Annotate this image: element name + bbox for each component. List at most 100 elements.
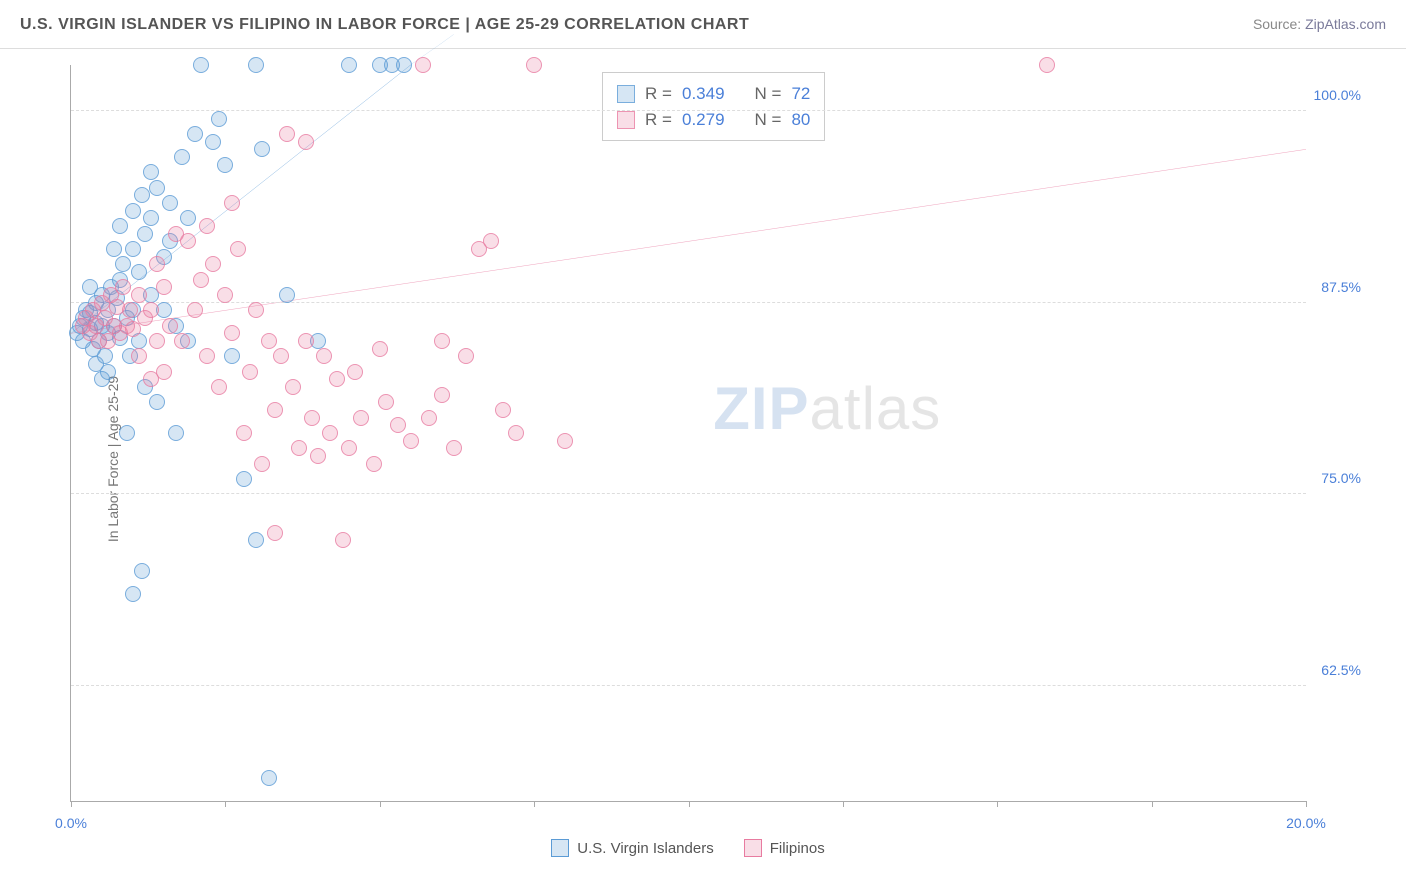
- scatter-point: [242, 364, 258, 380]
- scatter-point: [329, 371, 345, 387]
- x-tick: [843, 801, 844, 807]
- scatter-point: [285, 379, 301, 395]
- x-tick: [225, 801, 226, 807]
- scatter-point: [390, 417, 406, 433]
- scatter-point: [483, 233, 499, 249]
- scatter-point: [149, 180, 165, 196]
- scatter-point: [267, 525, 283, 541]
- scatter-point: [557, 433, 573, 449]
- gridline-horizontal: [71, 493, 1306, 494]
- scatter-point: [458, 348, 474, 364]
- watermark-zip: ZIP: [713, 375, 809, 442]
- scatter-point: [316, 348, 332, 364]
- scatter-point: [137, 226, 153, 242]
- scatter-point: [122, 302, 138, 318]
- scatter-point: [82, 279, 98, 295]
- scatter-point: [115, 256, 131, 272]
- scatter-point: [143, 210, 159, 226]
- scatter-point: [279, 287, 295, 303]
- scatter-point: [115, 279, 131, 295]
- legend-item: U.S. Virgin Islanders: [551, 839, 713, 857]
- scatter-point: [112, 218, 128, 234]
- scatter-point: [372, 341, 388, 357]
- scatter-point: [254, 141, 270, 157]
- scatter-point: [236, 425, 252, 441]
- x-tick: [1306, 801, 1307, 807]
- scatter-point: [125, 586, 141, 602]
- scatter-point: [224, 325, 240, 341]
- scatter-point: [149, 256, 165, 272]
- scatter-point: [526, 57, 542, 73]
- stats-r-value: 0.349: [682, 81, 725, 107]
- stats-legend-box: R =0.349N =72R =0.279N =80: [602, 72, 825, 141]
- scatter-point: [434, 333, 450, 349]
- plot-region: ZIPatlas R =0.349N =72R =0.279N =80 62.5…: [70, 65, 1306, 802]
- scatter-point: [495, 402, 511, 418]
- scatter-point: [230, 241, 246, 257]
- scatter-point: [156, 279, 172, 295]
- scatter-point: [211, 379, 227, 395]
- y-tick-label: 100.0%: [1314, 87, 1361, 103]
- scatter-point: [156, 364, 172, 380]
- x-tick: [689, 801, 690, 807]
- chart-title: U.S. VIRGIN ISLANDER VS FILIPINO IN LABO…: [20, 16, 749, 34]
- scatter-point: [149, 333, 165, 349]
- scatter-point: [205, 134, 221, 150]
- scatter-point: [341, 440, 357, 456]
- scatter-point: [131, 264, 147, 280]
- legend-label: Filipinos: [770, 840, 825, 857]
- scatter-point: [1039, 57, 1055, 73]
- scatter-point: [143, 302, 159, 318]
- scatter-point: [143, 164, 159, 180]
- scatter-point: [298, 134, 314, 150]
- watermark-atlas: atlas: [810, 375, 942, 442]
- scatter-point: [310, 448, 326, 464]
- scatter-point: [261, 770, 277, 786]
- scatter-point: [205, 256, 221, 272]
- scatter-point: [508, 425, 524, 441]
- scatter-point: [174, 149, 190, 165]
- scatter-point: [279, 126, 295, 142]
- scatter-point: [106, 241, 122, 257]
- scatter-point: [211, 111, 227, 127]
- x-tick: [534, 801, 535, 807]
- scatter-point: [366, 456, 382, 472]
- scatter-point: [353, 410, 369, 426]
- title-bar: U.S. VIRGIN ISLANDER VS FILIPINO IN LABO…: [0, 0, 1406, 50]
- scatter-point: [149, 394, 165, 410]
- scatter-point: [267, 402, 283, 418]
- scatter-point: [236, 471, 252, 487]
- y-tick-label: 62.5%: [1321, 662, 1361, 678]
- stats-swatch: [617, 85, 635, 103]
- x-tick: [71, 801, 72, 807]
- gridline-horizontal: [71, 685, 1306, 686]
- scatter-point: [322, 425, 338, 441]
- scatter-point: [261, 333, 277, 349]
- scatter-point: [199, 218, 215, 234]
- source-link[interactable]: ZipAtlas.com: [1305, 16, 1386, 32]
- stats-swatch: [617, 111, 635, 129]
- stats-n-label: N =: [755, 81, 782, 107]
- gridline-horizontal: [71, 110, 1306, 111]
- scatter-point: [304, 410, 320, 426]
- scatter-point: [298, 333, 314, 349]
- scatter-point: [134, 563, 150, 579]
- scatter-point: [187, 126, 203, 142]
- watermark: ZIPatlas: [713, 374, 941, 443]
- scatter-point: [415, 57, 431, 73]
- scatter-point: [248, 532, 264, 548]
- scatter-point: [125, 241, 141, 257]
- legend-swatch: [551, 839, 569, 857]
- x-tick-label: 0.0%: [55, 815, 87, 831]
- source-attribution: Source: ZipAtlas.com: [1253, 16, 1386, 32]
- legend-label: U.S. Virgin Islanders: [577, 840, 713, 857]
- scatter-point: [378, 394, 394, 410]
- scatter-point: [199, 348, 215, 364]
- scatter-point: [187, 302, 203, 318]
- scatter-point: [119, 425, 135, 441]
- x-tick-label: 20.0%: [1286, 815, 1326, 831]
- scatter-point: [131, 287, 147, 303]
- scatter-point: [193, 57, 209, 73]
- scatter-point: [217, 157, 233, 173]
- scatter-point: [446, 440, 462, 456]
